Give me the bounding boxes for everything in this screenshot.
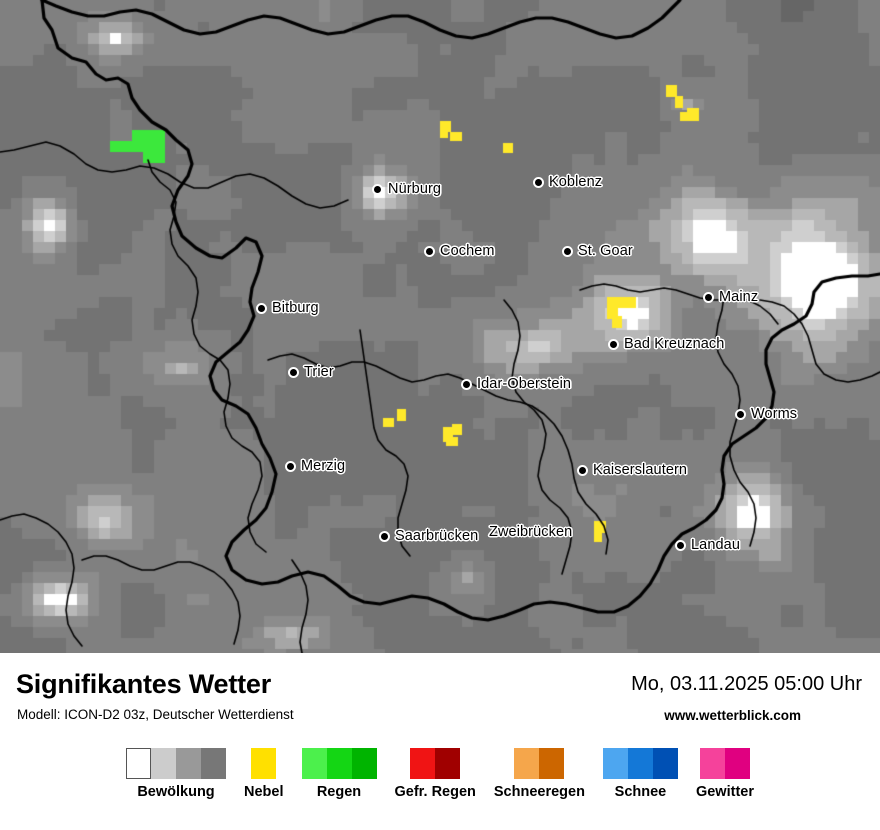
city-marker-kaiserslautern[interactable]: Kaiserslautern (577, 462, 687, 478)
city-dot-icon (608, 338, 619, 350)
city-dot-icon (256, 302, 267, 314)
legend-swatch (724, 748, 750, 779)
legend-swatch (151, 748, 176, 779)
legend-swatch (539, 748, 565, 779)
map-footer: Signifikantes Wetter Modell: ICON-D2 03z… (0, 653, 880, 830)
city-label: Mainz (719, 289, 759, 305)
legend-item-gewitter: Gewitter (696, 748, 754, 800)
city-label: Merzig (301, 458, 346, 474)
legend-label: Gefr. Regen (394, 784, 476, 800)
legend-swatches (410, 748, 461, 779)
city-dot-icon (288, 366, 299, 378)
city-label: Landau (691, 537, 740, 553)
city-label: Trier (304, 364, 334, 380)
legend-swatch (126, 748, 151, 779)
legend-swatches (126, 748, 226, 779)
city-marker-zweibr-cken[interactable]: Zweibrücken (489, 524, 572, 540)
city-label: Idar-Oberstein (477, 376, 572, 392)
significant-weather-map-canvas[interactable] (0, 0, 880, 653)
valid-datetime: Mo, 03.11.2025 05:00 Uhr (631, 673, 862, 695)
legend-swatches (301, 748, 377, 779)
city-marker-idar-oberstein[interactable]: Idar-Oberstein (461, 376, 571, 392)
legend-swatch (351, 748, 377, 779)
city-label: Bad Kreuznach (624, 336, 725, 352)
city-label-layer: Nürburg Koblenz Cochem St. Goar Bitburg Mainz… (256, 174, 797, 553)
legend-swatch (326, 748, 352, 779)
city-marker-worms[interactable]: Worms (735, 406, 797, 422)
city-marker-trier[interactable]: Trier (288, 364, 334, 380)
legend-swatches (514, 748, 565, 779)
city-dot-icon (533, 176, 544, 188)
city-dot-icon (577, 464, 588, 476)
legend-item-schnee: Schnee (602, 748, 678, 800)
city-label: Zweibrücken (489, 524, 573, 540)
city-dot-icon (379, 530, 390, 542)
city-dot-icon (735, 408, 746, 420)
legend-swatch (699, 748, 725, 779)
city-label: Nürburg (388, 181, 442, 197)
city-marker-koblenz[interactable]: Koblenz (533, 174, 602, 190)
website-credit: www.wetterblick.com (664, 708, 801, 723)
legend-label: Regen (316, 784, 362, 800)
legend-item-nebel: Nebel (244, 748, 284, 800)
legend-label: Bewölkung (137, 784, 215, 800)
city-label: Kaiserslautern (593, 462, 688, 478)
city-marker-saarbr-cken[interactable]: Saarbrücken (379, 528, 478, 544)
city-marker-bad-kreuznach[interactable]: Bad Kreuznach (608, 336, 724, 352)
legend-swatches (251, 748, 277, 779)
model-subtitle: Modell: ICON-D2 03z, Deutscher Wetterdie… (17, 707, 294, 722)
legend-item-regen: Regen (301, 748, 377, 800)
city-marker-st-goar[interactable]: St. Goar (562, 243, 633, 259)
city-dot-icon (562, 245, 573, 257)
city-marker-bitburg[interactable]: Bitburg (256, 300, 319, 316)
legend-swatch (410, 748, 436, 779)
legend-swatch (602, 748, 628, 779)
legend-swatch (251, 748, 277, 779)
city-dot-icon (703, 291, 714, 303)
city-label: Cochem (440, 243, 495, 259)
city-dot-icon (285, 460, 296, 472)
city-dot-icon (424, 245, 435, 257)
weather-legend: Bewölkung Nebel Regen Gefr. Regen Schneerege… (0, 748, 880, 800)
legend-item-bew-lkung: Bewölkung (126, 748, 226, 800)
legend-swatch (514, 748, 540, 779)
legend-item-schneeregen: Schneeregen (494, 748, 585, 800)
city-marker-cochem[interactable]: Cochem (424, 243, 495, 259)
weather-map-panel[interactable]: Nürburg Koblenz Cochem St. Goar Bitburg Mainz… (0, 0, 880, 653)
page-title: Signifikantes Wetter (16, 669, 272, 699)
city-label: Saarbrücken (395, 528, 479, 544)
legend-label: Gewitter (695, 784, 754, 800)
legend-swatch (301, 748, 327, 779)
city-marker-mainz[interactable]: Mainz (703, 289, 758, 305)
city-marker-merzig[interactable]: Merzig (285, 458, 345, 474)
legend-label: Nebel (244, 784, 284, 800)
legend-swatch (201, 748, 226, 779)
legend-swatch (435, 748, 461, 779)
city-label: Worms (751, 406, 798, 422)
city-label: St. Goar (578, 243, 633, 259)
city-dot-icon (461, 378, 472, 390)
legend-label: Schnee (614, 784, 667, 800)
city-label: Koblenz (549, 174, 603, 190)
city-marker-landau[interactable]: Landau (675, 537, 740, 553)
city-marker-n-rburg[interactable]: Nürburg (372, 181, 441, 197)
city-dot-icon (675, 539, 686, 551)
city-dot-icon (372, 183, 383, 195)
legend-swatches (699, 748, 750, 779)
city-label: Bitburg (272, 300, 319, 316)
legend-swatches (602, 748, 678, 779)
legend-swatch (652, 748, 678, 779)
legend-swatch (176, 748, 201, 779)
legend-swatch (627, 748, 653, 779)
legend-label: Schneeregen (493, 784, 585, 800)
legend-item-gefr-regen: Gefr. Regen (395, 748, 476, 800)
